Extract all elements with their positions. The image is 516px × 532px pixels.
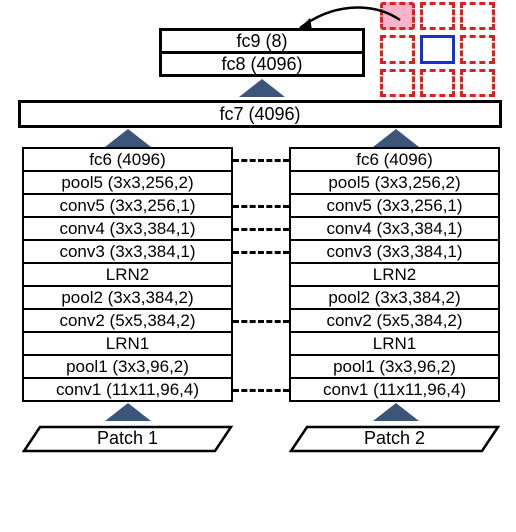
weight-share-line [233,205,289,208]
layer-box: conv1 (11x11,96,4) [289,377,500,402]
layer-box: conv5 (3x3,256,1) [22,193,233,218]
weight-share-line [233,251,289,254]
fc8-layer: fc8 (4096) [159,51,365,77]
left-layer-stack: fc6 (4096) pool5 (3x3,256,2) conv5 (3x3,… [22,147,233,400]
grid-cell [460,69,495,97]
layer-box: LRN2 [22,262,233,287]
fc7-layer: fc7 (4096) [18,100,502,128]
layer-box: LRN2 [289,262,500,287]
weight-share-line [233,320,289,323]
layer-box: conv1 (11x11,96,4) [22,377,233,402]
arrow-up-icon [104,128,152,148]
layer-box: conv4 (3x3,384,1) [289,216,500,241]
arrow-up-icon [238,78,286,98]
right-layer-stack: fc6 (4096) pool5 (3x3,256,2) conv5 (3x3,… [289,147,500,400]
layer-box: conv5 (3x3,256,1) [289,193,500,218]
layer-box: conv4 (3x3,384,1) [22,216,233,241]
arrow-up-icon [372,402,420,422]
layer-box: LRN1 [289,331,500,356]
patch1-label: Patch 1 [97,428,158,449]
arrow-up-icon [372,128,420,148]
layer-box: conv2 (5x5,384,2) [22,308,233,333]
layer-box: fc6 (4096) [22,147,233,172]
weight-share-line [233,159,289,162]
layer-box: LRN1 [22,331,233,356]
layer-box: pool5 (3x3,256,2) [22,170,233,195]
patch2-label: Patch 2 [364,428,425,449]
grid-cell [380,69,415,97]
patch1-input: Patch 1 [22,425,233,451]
grid-cell-center [420,35,455,63]
weight-share-line [233,389,289,392]
patch2-input: Patch 2 [289,425,500,451]
layer-box: pool1 (3x3,96,2) [289,354,500,379]
grid-cell [420,2,455,30]
layer-box: pool1 (3x3,96,2) [22,354,233,379]
layer-box: conv2 (5x5,384,2) [289,308,500,333]
layer-box: pool2 (3x3,384,2) [289,285,500,310]
grid-cell [420,69,455,97]
layer-box: pool2 (3x3,384,2) [22,285,233,310]
arrow-up-icon [104,402,152,422]
weight-share-line [233,228,289,231]
grid-cell [460,2,495,30]
layer-box: conv3 (3x3,384,1) [289,239,500,264]
layer-box: conv3 (3x3,384,1) [22,239,233,264]
layer-box: fc6 (4096) [289,147,500,172]
grid-cell [460,35,495,63]
layer-box: pool5 (3x3,256,2) [289,170,500,195]
